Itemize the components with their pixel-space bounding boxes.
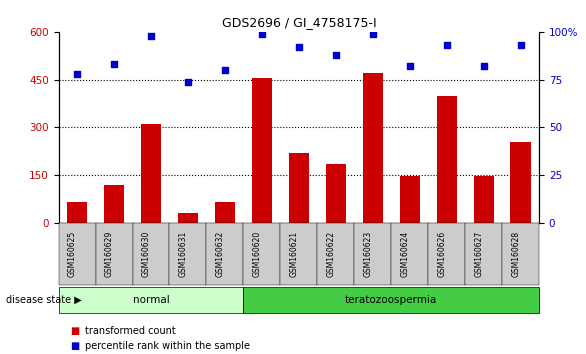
- Bar: [178, 213, 198, 223]
- Bar: [104, 185, 124, 223]
- Bar: [214, 202, 235, 223]
- Point: [479, 63, 488, 69]
- Bar: [252, 78, 272, 223]
- Point: [405, 63, 414, 69]
- Bar: [473, 176, 494, 223]
- Text: GSM160628: GSM160628: [512, 231, 520, 277]
- Text: GSM160621: GSM160621: [290, 231, 299, 277]
- Bar: [510, 142, 531, 223]
- Text: teratozoospermia: teratozoospermia: [345, 295, 437, 305]
- Text: GSM160624: GSM160624: [401, 231, 410, 277]
- Point: [73, 71, 82, 77]
- Title: GDS2696 / GI_4758175-I: GDS2696 / GI_4758175-I: [222, 16, 376, 29]
- Text: GSM160622: GSM160622: [327, 231, 336, 277]
- Text: disease state ▶: disease state ▶: [6, 295, 81, 305]
- Point: [331, 52, 340, 58]
- Point: [220, 67, 230, 73]
- Text: GSM160630: GSM160630: [142, 231, 151, 277]
- Text: GSM160627: GSM160627: [475, 231, 483, 277]
- Point: [516, 42, 525, 48]
- Text: GSM160631: GSM160631: [179, 231, 188, 277]
- Bar: [289, 153, 309, 223]
- Bar: [141, 124, 161, 223]
- Text: GSM160623: GSM160623: [364, 231, 373, 277]
- Text: GSM160626: GSM160626: [438, 231, 447, 277]
- Text: ■: ■: [70, 341, 80, 351]
- Bar: [400, 176, 420, 223]
- Point: [294, 44, 304, 50]
- Point: [257, 31, 267, 36]
- Text: transformed count: transformed count: [85, 326, 176, 336]
- Bar: [67, 202, 87, 223]
- Text: ■: ■: [70, 326, 80, 336]
- Bar: [326, 164, 346, 223]
- Bar: [437, 96, 457, 223]
- Text: GSM160632: GSM160632: [216, 231, 225, 277]
- Bar: [363, 73, 383, 223]
- Text: GSM160625: GSM160625: [68, 231, 77, 277]
- Text: GSM160620: GSM160620: [253, 231, 262, 277]
- Point: [442, 42, 451, 48]
- Text: GSM160629: GSM160629: [105, 231, 114, 277]
- Point: [110, 62, 119, 67]
- Text: normal: normal: [132, 295, 169, 305]
- Text: percentile rank within the sample: percentile rank within the sample: [85, 341, 250, 351]
- Point: [146, 33, 156, 39]
- Point: [183, 79, 193, 84]
- Point: [368, 31, 377, 36]
